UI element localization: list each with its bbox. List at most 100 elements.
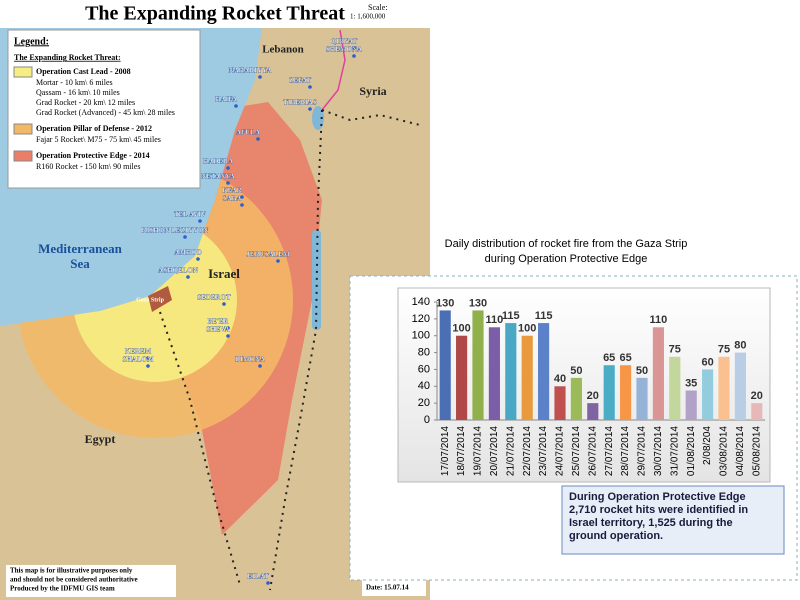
x-tick-label: 31/07/2014 — [669, 426, 680, 476]
data-label: 110 — [650, 314, 668, 326]
legend-item: Qassam - 16 km\ 10 miles — [36, 88, 120, 97]
bar — [456, 335, 468, 420]
city-dot — [183, 235, 187, 239]
bar — [587, 403, 599, 420]
bar — [652, 327, 664, 420]
data-label: 75 — [718, 344, 730, 356]
x-tick-label: 17/07/2014 — [440, 426, 451, 476]
bar — [636, 377, 648, 420]
x-tick-label: 22/07/2014 — [522, 426, 533, 476]
city-dot — [352, 46, 356, 50]
city-dot — [308, 85, 312, 89]
y-tick-label: 120 — [412, 313, 430, 325]
bar — [554, 386, 566, 420]
legend-subheading: The Expanding Rocket Threat: — [14, 53, 121, 62]
data-label: 115 — [535, 310, 553, 322]
data-label: 20 — [751, 390, 763, 402]
city-label: HAIFA — [215, 96, 237, 104]
city-label: KEREM — [125, 348, 152, 356]
bar — [685, 390, 697, 420]
disclaimer-box — [6, 565, 176, 597]
city-dot — [146, 364, 150, 368]
city-dot — [308, 107, 312, 111]
legend-group: Operation Cast Lead - 2008 — [36, 67, 131, 76]
city-label: ZEFAT — [289, 77, 312, 85]
city-dot — [240, 203, 244, 207]
city-dot — [196, 257, 200, 261]
city-label: AFULA — [236, 129, 260, 137]
legend-item: Mortar - 10 km\ 6 miles — [36, 78, 113, 87]
dead-sea — [312, 230, 321, 330]
legend-swatch — [13, 150, 33, 162]
map-date: Date: 15.07.14 — [366, 584, 409, 592]
bar — [472, 310, 484, 420]
bar — [751, 403, 763, 420]
bar — [702, 369, 714, 420]
x-tick-label: 28/07/2014 — [620, 426, 631, 476]
city-dot — [222, 302, 226, 306]
legend-item: Grad Rocket - 20 km\ 12 miles — [36, 98, 135, 107]
map-title: The Expanding Rocket Threat — [85, 3, 345, 25]
city-label: SHALOM — [122, 356, 154, 364]
x-tick-label: 03/08/2014 — [719, 426, 730, 476]
legend-swatch — [13, 66, 33, 78]
city-label: SABA — [223, 195, 242, 203]
city-dot — [276, 259, 280, 263]
legend-item: R160 Rocket - 150 km\ 90 miles — [36, 162, 140, 171]
city-dot — [226, 181, 230, 185]
callout-text: During Operation Protective Edge — [569, 491, 746, 503]
region-label: Syria — [359, 84, 386, 98]
city-label: TIBERIAS — [283, 99, 317, 107]
date-box — [362, 580, 426, 596]
city-dot — [258, 364, 262, 368]
data-label: 50 — [636, 365, 648, 377]
city-label: TEL AVIV — [174, 211, 206, 219]
y-tick-label: 20 — [418, 397, 430, 409]
legend-box — [7, 29, 201, 189]
callout-box — [561, 485, 785, 555]
x-tick-label: 27/07/2014 — [604, 426, 615, 476]
city-dot — [266, 581, 270, 585]
city-label: SEDEROT — [197, 294, 231, 302]
y-tick-label: 60 — [418, 363, 430, 375]
y-tick-label: 40 — [418, 380, 430, 392]
region-label: Gaza Strip — [136, 297, 164, 303]
region-label: Mediterranean — [38, 241, 123, 256]
city-label: EILAT — [247, 573, 269, 581]
city-label: BE'ER — [207, 318, 229, 326]
callout-text: Israel territory, 1,525 during the — [569, 517, 733, 529]
city-dot — [256, 137, 260, 141]
gaza-strip — [148, 286, 172, 312]
y-tick-label: 140 — [412, 296, 430, 308]
scale-label: Scale: — [368, 3, 388, 12]
city-label: RISHON LEZIYYON — [142, 227, 209, 235]
callout-text: 2,710 rocket hits were identified in — [569, 504, 748, 516]
x-tick-label: 19/07/2014 — [473, 426, 484, 476]
city-dot — [258, 75, 262, 79]
data-label: 50 — [570, 365, 582, 377]
x-tick-label: 26/07/2014 — [587, 426, 598, 476]
data-label: 65 — [619, 352, 631, 364]
bar — [620, 365, 632, 420]
city-label: SHEVA — [206, 326, 229, 334]
border — [321, 29, 346, 111]
city-label: KFAR — [222, 187, 242, 195]
city-label: SHEMONA — [326, 46, 362, 54]
border — [321, 109, 421, 126]
disclaimer: Produced by the IDFMU GIS team — [10, 585, 115, 593]
data-label: 80 — [734, 339, 746, 351]
bar — [603, 365, 615, 420]
x-tick-label: 18/07/2014 — [456, 426, 467, 476]
city-dot — [226, 166, 230, 170]
city-dot — [186, 275, 190, 279]
city-dot — [198, 219, 202, 223]
city-dot — [226, 334, 230, 338]
data-label: 100 — [452, 323, 470, 335]
legend-heading: Legend: — [14, 36, 49, 47]
city-label: QIRYAT — [331, 38, 358, 46]
data-label: 110 — [486, 314, 504, 326]
region-label: Israel — [208, 266, 240, 281]
y-tick-label: 0 — [424, 414, 430, 426]
city-dot — [226, 326, 230, 330]
